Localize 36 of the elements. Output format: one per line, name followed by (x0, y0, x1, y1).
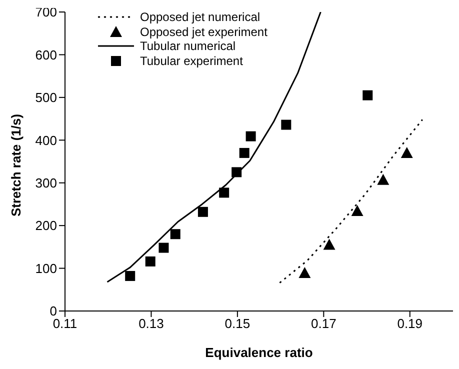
legend-label: Opposed jet experiment (140, 24, 268, 39)
point (125, 270, 136, 281)
point (323, 238, 336, 250)
y-tick-label: 200 (35, 218, 57, 234)
line-series (106, 12, 322, 283)
point (239, 148, 250, 158)
x-axis-title: Equivalence ratio (205, 345, 313, 360)
x-tick-label: 0.15 (224, 316, 250, 332)
y-tick-label: 500 (35, 90, 57, 106)
point (170, 229, 180, 240)
y-tick-label: 300 (35, 175, 57, 190)
point (362, 90, 373, 100)
point (351, 205, 364, 216)
y-tick-label: 600 (35, 47, 57, 62)
point (158, 242, 169, 253)
y-tick-label: 100 (35, 260, 57, 276)
point (219, 188, 230, 198)
x-tick-label: 0.13 (138, 316, 164, 332)
legend-label: Tubular experiment (140, 54, 243, 68)
point (198, 206, 208, 217)
point (298, 266, 311, 278)
x-tick-label: 0.11 (52, 316, 78, 332)
point (281, 120, 292, 130)
y-axis-title: Stretch rate (1/s) (8, 114, 24, 216)
point (246, 131, 256, 142)
point (377, 174, 390, 185)
line-series (278, 118, 424, 284)
x-tick-label: 0.17 (311, 316, 336, 332)
x-tick-label: 0.19 (397, 316, 423, 332)
y-tick-label: 400 (35, 132, 57, 148)
y-tick-label: 0 (50, 304, 57, 319)
legend-label: Tubular numerical (140, 39, 236, 54)
point (232, 167, 242, 178)
point (145, 256, 156, 266)
legend-label: Opposed jet numerical (140, 10, 260, 24)
point (400, 146, 413, 158)
